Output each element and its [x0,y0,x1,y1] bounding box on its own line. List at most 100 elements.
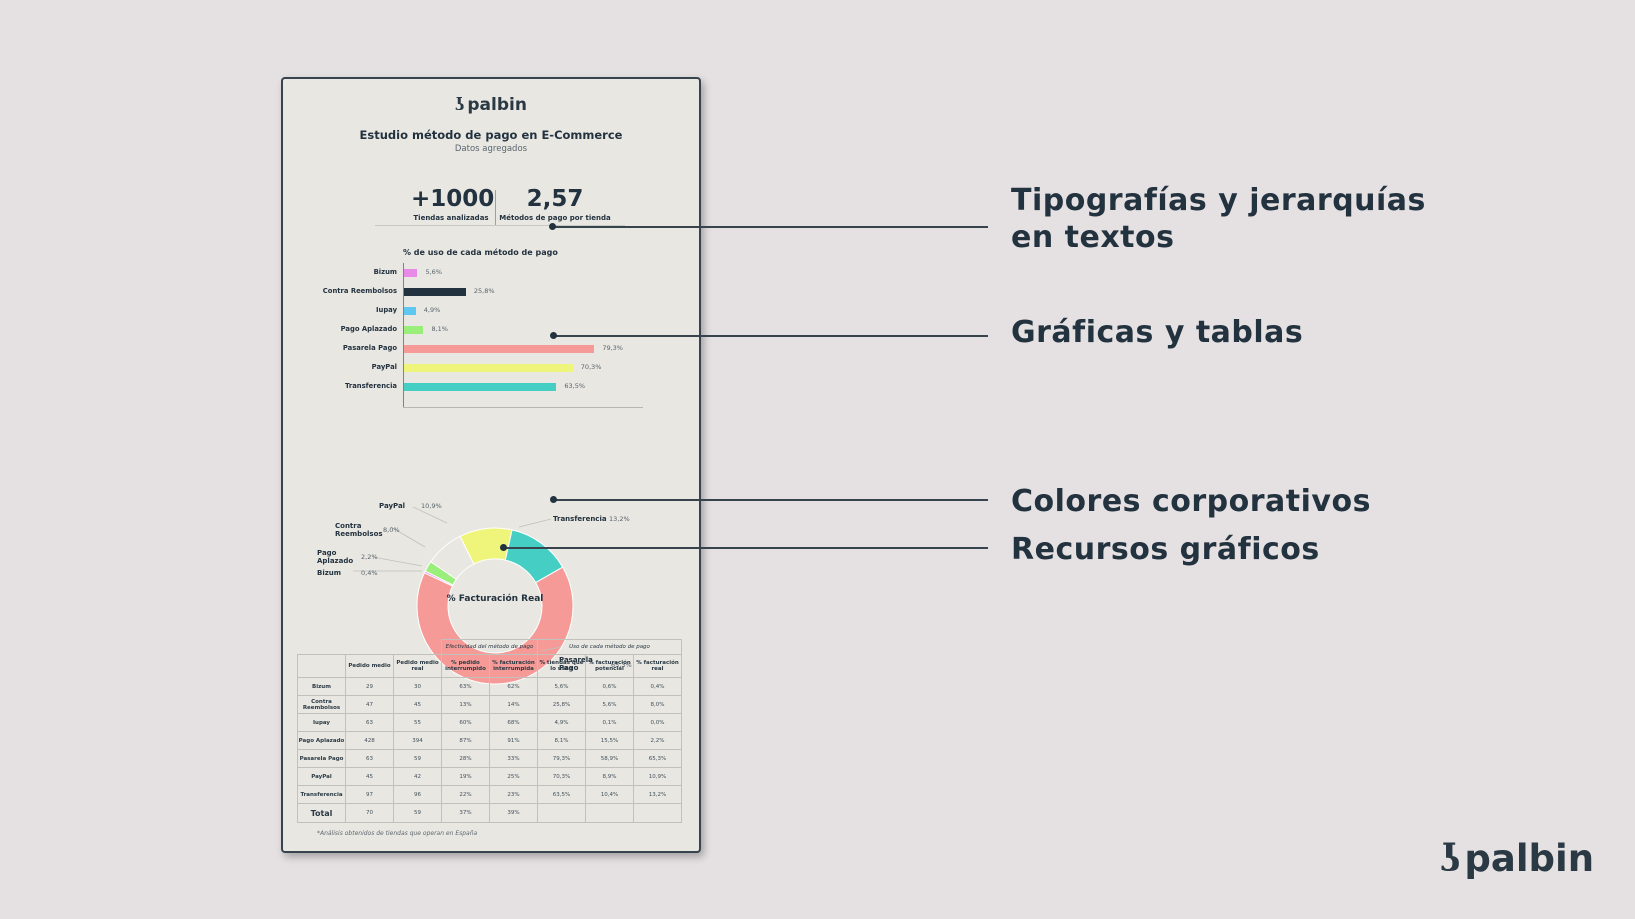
table-cell: 28% [441,749,490,768]
callout-dot-graphics [500,544,507,551]
callout-line-charts [553,335,988,337]
table-cell: 25% [489,767,538,786]
table-row: Pago Aplazado 428 394 87% 91% 8,1% 15,5% 2,2% [297,731,682,750]
callout-dot-typography [549,223,556,230]
brand-logo: ʖ palbin [1440,836,1594,880]
table-cell: 30 [393,677,442,696]
table-cell: 47 [345,695,394,714]
bar-value-label: 4,9% [423,306,441,314]
bar-label: Bizum [373,268,397,276]
table-cell: 25,8% [537,695,586,714]
bar [404,307,416,315]
table-spacer-2 [394,640,442,655]
donut-value-label: 8,0% [383,526,400,534]
brand-logo-text: palbin [1464,837,1595,880]
table-cell: 19% [441,767,490,786]
table-row-header: Iupay [297,713,346,732]
bar-row: PayPal 70,3% [283,360,699,378]
donut-leader-line [372,556,423,567]
table-row: Transferencia 97 96 22% 23% 63,5% 10,4% 13,2% [297,785,682,804]
table-cell: 0,1% [585,713,634,732]
card-subtitle: Datos agregados [454,144,528,154]
donut-label: Contra Reembolsos [335,522,383,538]
table-cell: 14% [489,695,538,714]
table-cell: 68% [489,713,538,732]
footnote: *Análisis obtenidos de tiendas que opera… [317,830,478,837]
bar-chart-axis [403,263,404,407]
table-row-header: Pago Aplazado [297,731,346,750]
donut-leader-line [412,506,448,524]
table-row: Iupay 63 55 60% 68% 4,9% 0,1% 0,0% [297,713,682,732]
stat-methods-label: Métodos de pago por tienda [499,214,611,222]
table-cell: 59 [393,749,442,768]
table-cell: 59 [393,803,442,823]
bar-label: Pasarela Pago [342,344,397,352]
table-header: % facturación interrumpida [489,654,538,678]
stat-stores-label: Tiendas analizadas [413,214,489,222]
table-cell: 70,3% [537,767,586,786]
table-row: Contra Reembolsos 47 45 13% 14% 25,8% 5,6% 8,0% [297,695,682,714]
bar-row: Contra Reembolsos 25,8% [283,284,699,302]
table-header: Pedido medio [345,654,394,678]
bar [404,383,557,391]
bar-value-label: 79,3% [602,344,623,352]
table-cell: 13,2% [633,785,682,804]
table-row-header: Transferencia [297,785,346,804]
callout-colors: Colores corporativos [1011,484,1371,519]
stats-block: +1000 Tiendas analizadas 2,57 Métodos de… [283,186,699,234]
table-cell: 0,6% [585,677,634,696]
table-cell: 79,3% [537,749,586,768]
bar-value-label: 25,8% [473,287,495,295]
table-row: Total 70 59 37% 39% [297,803,682,823]
donut-slice [459,527,513,565]
donut-leader-line [518,518,552,528]
table-header: % pedido interrumpido [441,654,490,678]
data-table: Efectividad del método de pago Uso de ca… [297,639,682,823]
bar [404,269,418,277]
table-header: % facturación real [633,654,682,678]
table-cell: 428 [345,731,394,750]
table-cell: 42 [393,767,442,786]
bar-row: Pago Aplazado 8,1% [283,322,699,340]
table-spacer-1 [346,640,394,655]
table-cell: 22% [441,785,490,804]
callout-dot-charts [550,332,557,339]
table-cell: 8,9% [585,767,634,786]
callout-dot-colors [550,496,557,503]
table-row-header: Bizum [297,677,346,696]
bar-chart-baseline [403,407,643,408]
table-cell: 63 [345,749,394,768]
bar [404,326,424,334]
table-cell: 87% [441,731,490,750]
callout-charts: Gráficas y tablas [1011,315,1304,350]
bar-label: Contra Reembolsos [322,287,397,295]
table-cell [585,803,634,823]
donut-label: Pago Aplazado [317,549,354,565]
table-row-header: Total [297,803,346,823]
bar-value-label: 63,5% [564,382,586,390]
table-row-header: Contra Reembolsos [297,695,346,714]
table-cell: 60% [441,713,490,732]
table-cell: 45 [393,695,442,714]
table-cell: 0,0% [633,713,682,732]
table-cell [633,803,682,823]
donut-center-label: % Facturación Real [446,594,544,604]
table-cell [537,803,586,823]
table-cell: 63 [345,713,394,732]
bar [404,345,595,353]
callout-line-colors [553,499,988,501]
callout-graphics: Recursos gráficos [1011,532,1320,567]
table-cell: 5,6% [537,677,586,696]
bar-row: Pasarela Pago 79,3% [283,341,699,359]
table-cell: 37% [441,803,490,823]
table-cell: 91% [489,731,538,750]
card-title: Estudio método de pago en E-Commerce [359,128,623,142]
stats-underline [375,225,625,226]
callout-line-graphics [503,547,988,549]
bar-label: PayPal [371,363,397,371]
donut-leader-line [390,526,426,548]
table-cell: 2,2% [633,731,682,750]
bar-label: Pago Aplazado [340,325,397,333]
callout-line-typography [552,226,988,228]
bar-row: Iupay 4,9% [283,303,699,321]
